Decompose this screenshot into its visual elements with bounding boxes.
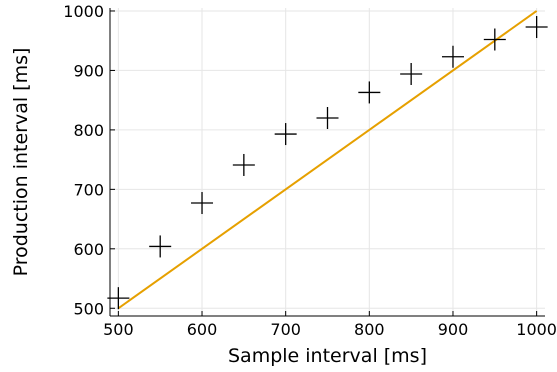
axes bbox=[109, 8, 545, 317]
data-point bbox=[191, 192, 214, 215]
data-point bbox=[149, 235, 172, 258]
x-tick-label: 900 bbox=[438, 320, 469, 339]
identity-line bbox=[117, 10, 538, 310]
data-point bbox=[232, 153, 255, 176]
x-tick-label: 1000 bbox=[516, 320, 557, 339]
x-tick-label: 600 bbox=[187, 320, 218, 339]
grid bbox=[110, 8, 545, 316]
marker-group bbox=[107, 16, 548, 310]
data-point bbox=[107, 287, 130, 310]
data-point bbox=[483, 28, 506, 51]
data-point bbox=[525, 16, 548, 39]
y-tick-label: 500 bbox=[73, 299, 104, 318]
x-axis-label: Sample interval [ms] bbox=[228, 345, 427, 367]
y-tick-label: 700 bbox=[73, 180, 104, 199]
x-tick-label: 800 bbox=[354, 320, 385, 339]
data-point bbox=[274, 123, 297, 146]
data-point bbox=[316, 107, 339, 129]
y-tick-label: 900 bbox=[73, 61, 104, 80]
data-point bbox=[358, 81, 381, 104]
y-axis-label: Production interval [ms] bbox=[10, 48, 32, 277]
data-point bbox=[441, 45, 464, 68]
x-tick-label: 500 bbox=[103, 320, 134, 339]
y-tick-label: 800 bbox=[73, 121, 104, 140]
y-tick-label: 600 bbox=[73, 240, 104, 259]
tick-labels: 500 600 700 800 900 1000 500 600 700 800 900 1000 bbox=[63, 2, 557, 339]
x-tick-label: 700 bbox=[270, 320, 301, 339]
data-point bbox=[400, 63, 423, 85]
reference-line-group bbox=[117, 10, 538, 310]
y-tick-label: 1000 bbox=[63, 2, 104, 21]
